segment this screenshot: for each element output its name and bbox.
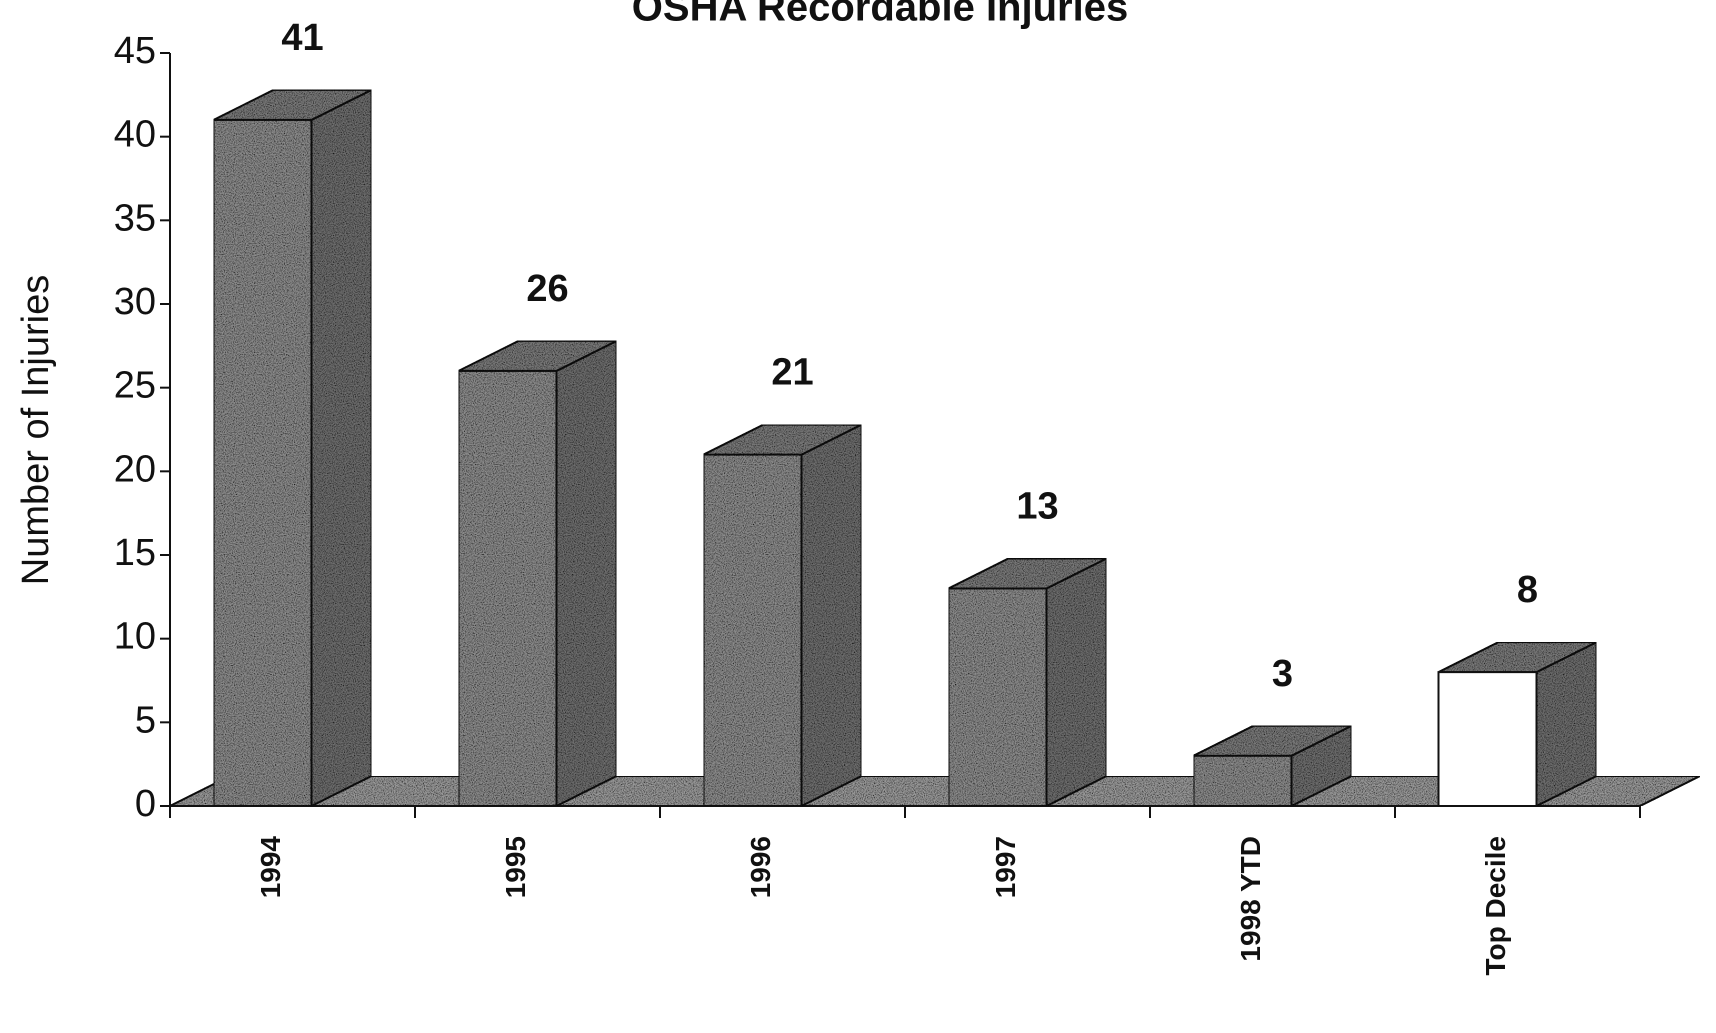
- x-tick-label: 1994: [255, 836, 286, 899]
- x-tick-label: 1997: [990, 836, 1021, 898]
- x-tick-label: 1996: [745, 836, 776, 898]
- y-tick-label: 40: [114, 114, 156, 156]
- bar: [702, 453, 803, 807]
- y-tick-label: 5: [135, 699, 156, 741]
- bar-side: [800, 422, 863, 808]
- y-tick-label: 45: [114, 30, 156, 72]
- bar: [1192, 754, 1293, 807]
- y-tick-label: 0: [135, 783, 156, 825]
- y-tick-label: 35: [114, 197, 156, 239]
- x-tick-label: 1995: [500, 836, 531, 898]
- data-label: 41: [281, 17, 323, 59]
- bar: [1437, 671, 1538, 808]
- y-tick-label: 10: [114, 616, 156, 658]
- chart-title: OSHA Recordable Injuries: [632, 0, 1128, 30]
- data-label: 3: [1272, 653, 1293, 695]
- x-tick-label: Top Decile: [1480, 836, 1511, 976]
- y-tick-label: 30: [114, 281, 156, 323]
- bar: [947, 587, 1048, 808]
- data-label: 26: [526, 268, 568, 310]
- x-tick-label: 1998 YTD: [1235, 836, 1266, 962]
- bar-side: [310, 88, 373, 808]
- y-tick-label: 25: [114, 365, 156, 407]
- y-tick-label: 15: [114, 532, 156, 574]
- data-label: 13: [1016, 485, 1058, 527]
- bar-side: [555, 339, 618, 808]
- y-tick-label: 20: [114, 448, 156, 490]
- bar: [457, 369, 558, 807]
- bar-side: [1045, 556, 1108, 808]
- bar: [212, 118, 313, 807]
- y-axis-label: Number of Injuries: [15, 275, 57, 585]
- data-label: 8: [1517, 569, 1538, 611]
- data-label: 21: [771, 352, 813, 394]
